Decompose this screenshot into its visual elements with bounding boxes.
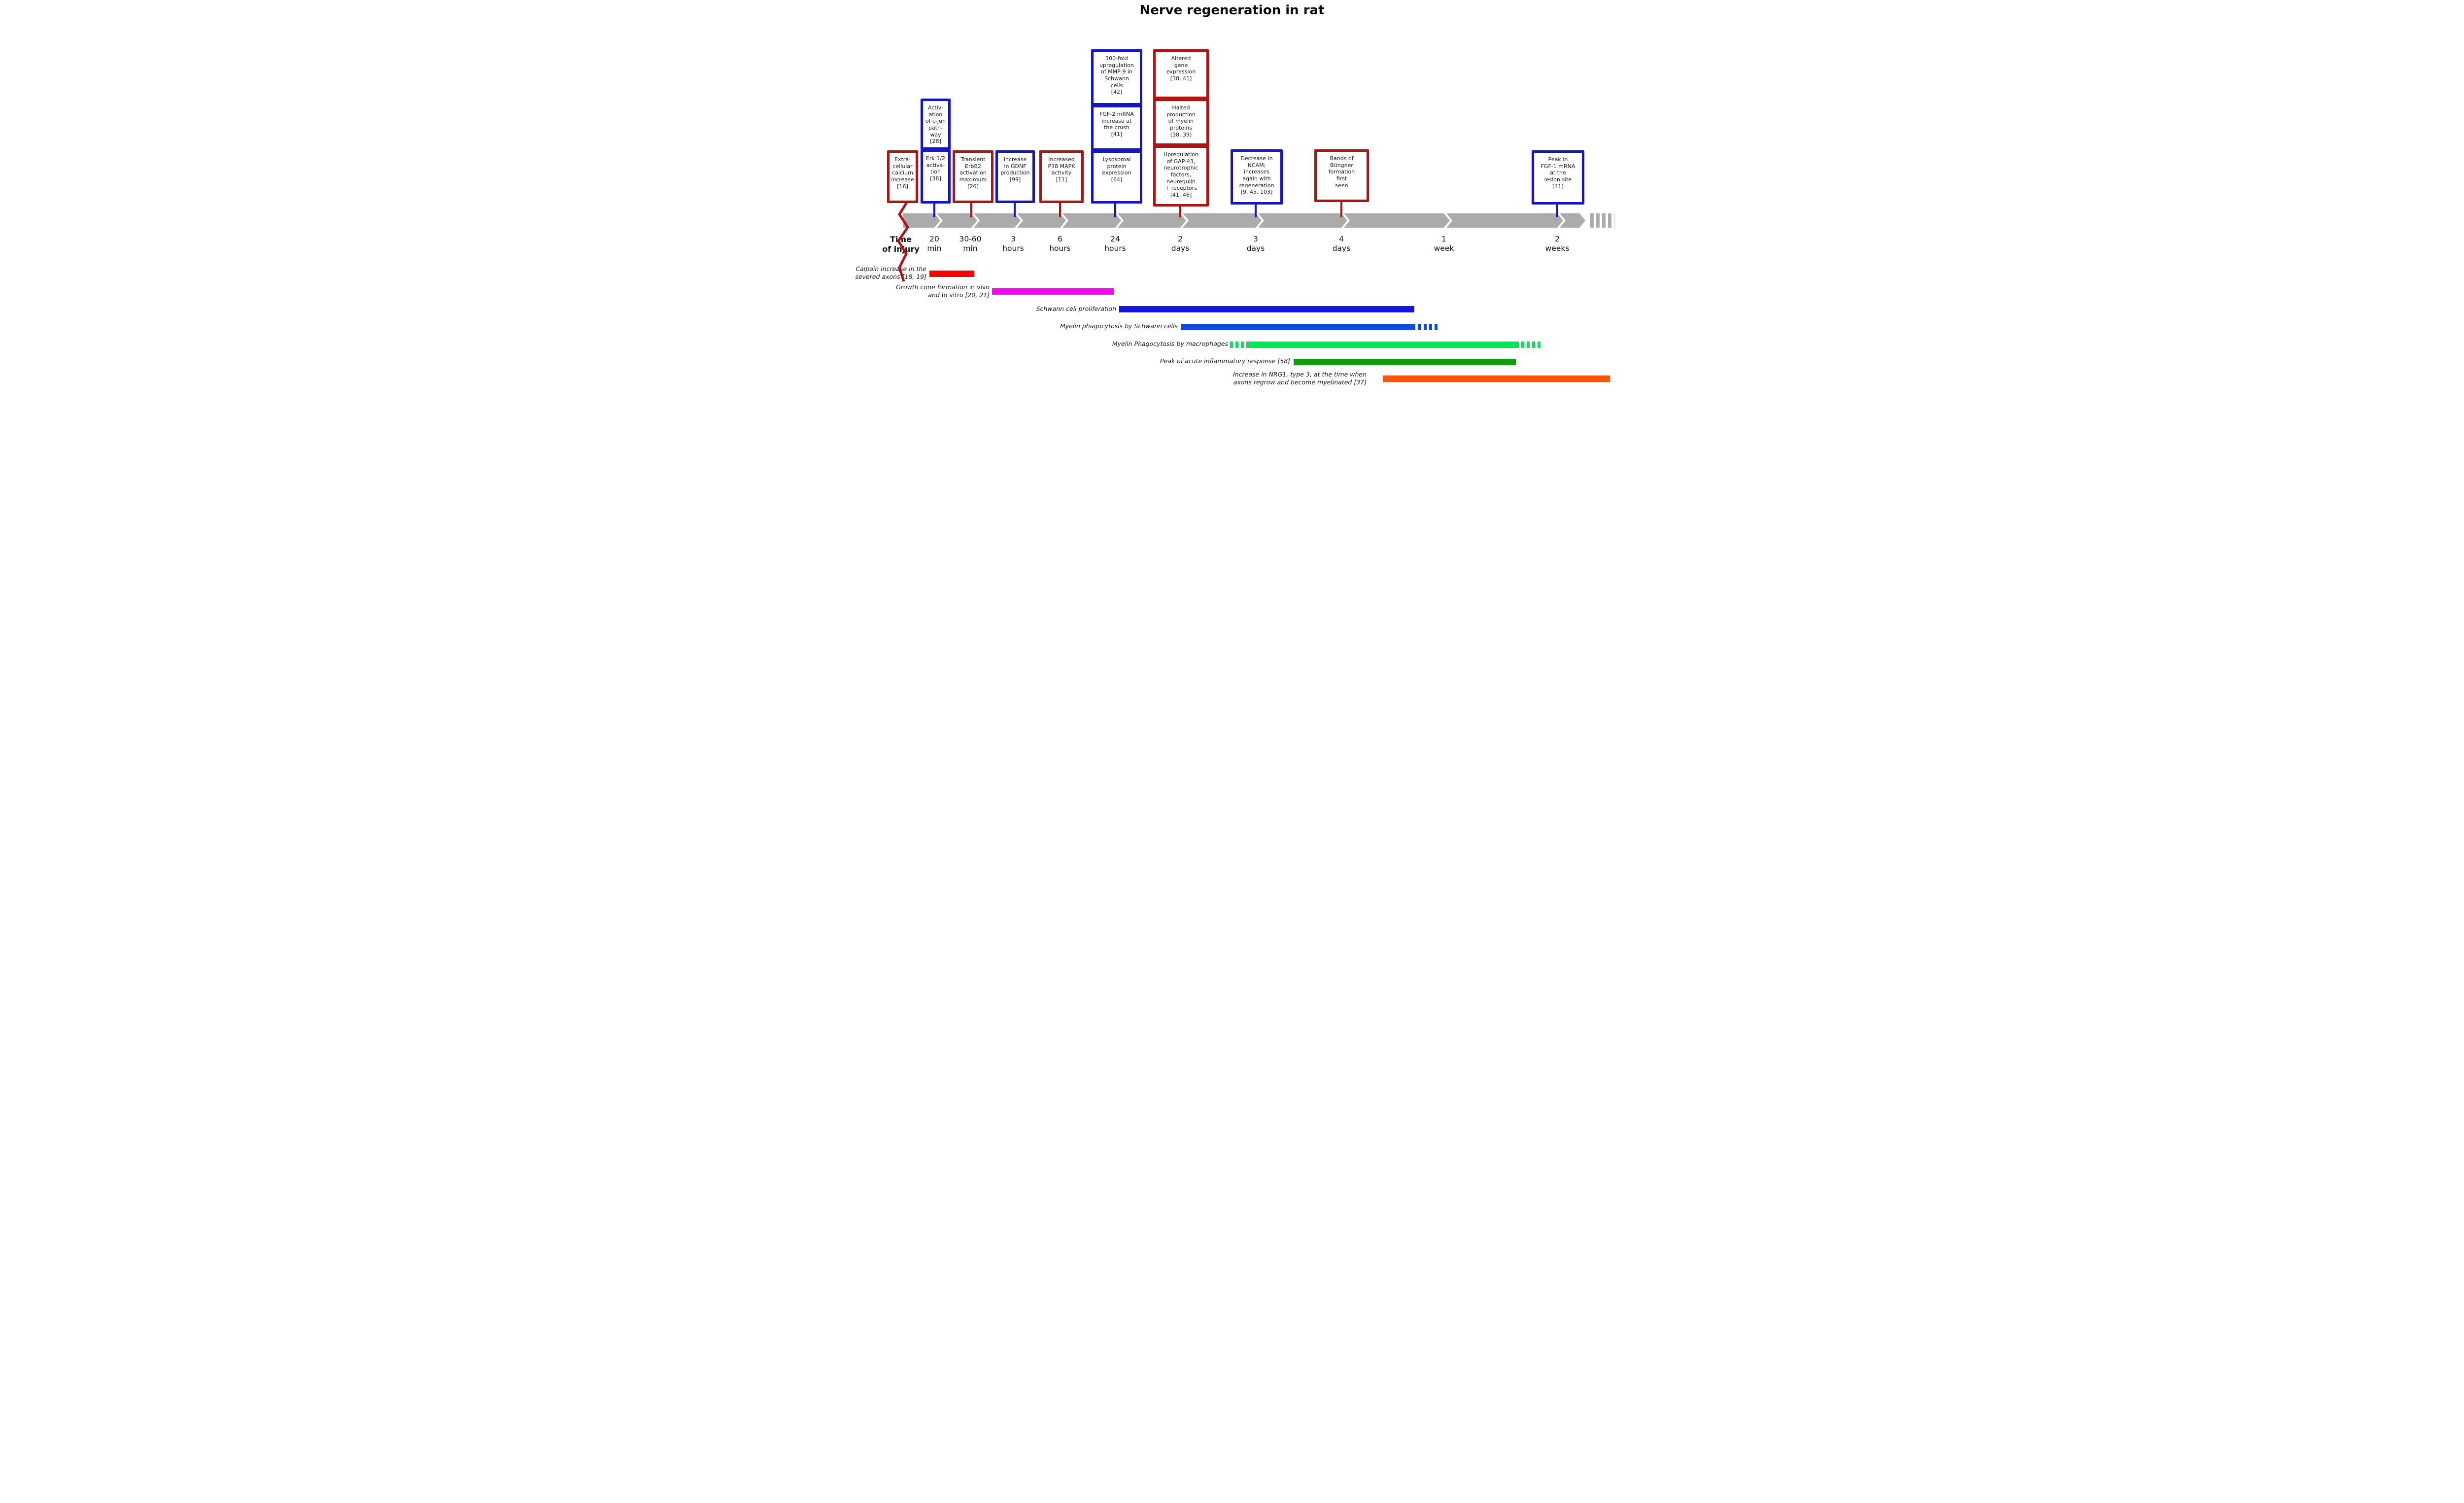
- duration-bar-growth-cone: [992, 288, 1114, 295]
- event-box-bands-of-bungner: Bands of Büngner formation first seen: [1314, 149, 1369, 202]
- connector-24hours: [1114, 202, 1116, 217]
- timeline-segment: [1446, 213, 1563, 228]
- tick-label-6hours: 6 hours: [1049, 235, 1071, 253]
- duration-bar-inflammatory-response: [1294, 359, 1516, 365]
- tick-label-3days: 3 days: [1246, 235, 1265, 253]
- event-box-fgf1-peak: Peak in FGF-1 mRNA at the lesion site [4…: [1532, 150, 1584, 205]
- event-box-p38-mapk: Increased P38 MAPK activity [11]: [1039, 150, 1084, 203]
- tick-label-30-60min: 30-60 min: [959, 235, 982, 253]
- event-label: Altered gene expression [38, 41]: [1166, 55, 1196, 82]
- timeline-segment: [1017, 213, 1066, 228]
- event-box-halted-myelin-production: Halted production of myelin proteins (38…: [1153, 99, 1209, 146]
- connector-30-60min: [970, 202, 972, 217]
- timeline-segment: [1344, 213, 1450, 228]
- bar-label-part: in vivo: [969, 283, 990, 291]
- timeline-segment: [1183, 213, 1262, 228]
- timeline-segment: [1118, 213, 1186, 228]
- event-box-cjun-activation: Activ- ation of c-jun path- way [28]: [921, 99, 951, 150]
- bar-label-growth-cone: Growth cone formation in vivo and in vitr…: [896, 283, 990, 300]
- bar-label-part: Growth cone formation: [896, 283, 969, 291]
- timeline-segment: [1560, 213, 1585, 228]
- event-label: Bands of Büngner formation first seen: [1328, 155, 1355, 189]
- tick-label-4days: 4 days: [1332, 235, 1351, 253]
- connector-3hours: [1014, 202, 1016, 217]
- event-box-altered-gene-expression: Altered gene expression [38, 41]: [1153, 49, 1209, 99]
- event-box-erk-activation: Erk 1/2 activa- tion [38]: [921, 149, 951, 204]
- bar-label-myelin-phagocytosis-schwann: Myelin phagocytosis by Schwann cells: [1060, 322, 1178, 330]
- connector-3days: [1255, 202, 1257, 217]
- bar-label-part: in vitro: [941, 291, 965, 299]
- event-label: Extra- cellular calcium increase [16]: [891, 156, 914, 190]
- event-label: Increased P38 MAPK activity [11]: [1048, 156, 1075, 183]
- event-label: Peak in FGF-1 mRNA at the lesion site [4…: [1540, 156, 1575, 190]
- tick-label-2days: 2 days: [1171, 235, 1190, 253]
- event-box-gap43-upregulation: Upregulation of GAP-43, neurotrophic fac…: [1153, 145, 1209, 206]
- duration-bar-dashes: [1418, 324, 1439, 330]
- duration-bar-nrg1-increase: [1383, 376, 1610, 382]
- tick-label-20min: 20 min: [927, 235, 942, 253]
- bar-label-calpain: Calpain increase in the severed axons [1…: [855, 265, 926, 281]
- bar-label-part: and: [928, 291, 942, 299]
- duration-bar-myelin-phagocytosis-macrophages: [1248, 342, 1519, 348]
- event-box-gdnf-production: Increase in GDNF production [99]: [995, 150, 1035, 203]
- duration-bar-dashes: [1230, 342, 1248, 348]
- event-label: Lysosomal protein expression [64]: [1102, 156, 1131, 183]
- page-title: Nerve regeneration in rat: [1139, 3, 1325, 18]
- event-label: 100-fold upregulation of MMP-9 in Schwan…: [1099, 55, 1134, 96]
- event-label: FGF-2 mRNA increase at the crush [41]: [1099, 111, 1134, 137]
- event-label: Transient ErbB2 activation maximum [26]: [959, 156, 987, 190]
- connector-4days: [1340, 202, 1342, 217]
- event-label: Increase in GDNF production [99]: [1000, 156, 1030, 183]
- duration-bar-myelin-phagocytosis-schwann: [1181, 324, 1415, 330]
- event-label: Decrease in NCAM; increases again with r…: [1239, 155, 1274, 196]
- timeline-segment: [1258, 213, 1347, 228]
- event-box-extracellular-calcium: Extra- cellular calcium increase [16]: [887, 150, 918, 203]
- tick-label-24hours: 24 hours: [1104, 235, 1126, 253]
- timeline-segment: [974, 213, 1021, 228]
- bar-label-nrg1-increase: Increase in NRG1, type 3, at the time wh…: [1233, 371, 1367, 386]
- timeline-continuation-dashes: [1590, 213, 1614, 228]
- bar-label-part: [20, 21]: [965, 291, 990, 299]
- event-box-mmp9-upregulation: 100-fold upregulation of MMP-9 in Schwan…: [1091, 49, 1142, 105]
- nerve-regeneration-timeline-diagram: Nerve regeneration in rat Extra- cellula…: [848, 0, 1616, 391]
- tick-label-1week: 1 week: [1434, 235, 1454, 253]
- timeline-segment: [1062, 213, 1121, 228]
- connector-6hours: [1059, 202, 1061, 217]
- injury-zigzag-icon: [897, 201, 910, 282]
- tick-label-3hours: 3 hours: [1002, 235, 1024, 253]
- duration-bar-dashes: [1521, 342, 1543, 348]
- tick-label-2weeks: 2 weeks: [1545, 235, 1570, 253]
- event-label: Halted production of myelin proteins (38…: [1166, 104, 1196, 138]
- event-label: Upregulation of GAP-43, neurotrophic fac…: [1164, 151, 1198, 198]
- bar-label-schwann-proliferation: Schwann cell proliferation: [1036, 305, 1116, 312]
- event-box-ncam-decrease: Decrease in NCAM; increases again with r…: [1231, 149, 1283, 205]
- event-box-fgf2-mrna: FGF-2 mRNA increase at the crush [41]: [1091, 105, 1142, 151]
- event-box-lysosomal-protein: Lysosomal protein expression [64]: [1091, 150, 1142, 204]
- connector-2weeks: [1556, 202, 1558, 217]
- duration-bar-calpain: [929, 271, 974, 277]
- event-box-erbb2-activation: Transient ErbB2 activation maximum [26]: [953, 150, 993, 203]
- connector-2days: [1179, 202, 1181, 217]
- event-label: Erk 1/2 activa- tion [38]: [925, 155, 946, 182]
- bar-label-myelin-phagocytosis-macrophages: Myelin Phagocytosis by macrophages: [1112, 340, 1228, 347]
- event-label: Activ- ation of c-jun path- way [28]: [925, 104, 946, 145]
- connector-20min: [933, 202, 935, 217]
- bar-label-inflammatory-response: Peak of acute inflammatory response [58]: [1160, 357, 1290, 365]
- duration-bar-schwann-proliferation: [1119, 306, 1414, 312]
